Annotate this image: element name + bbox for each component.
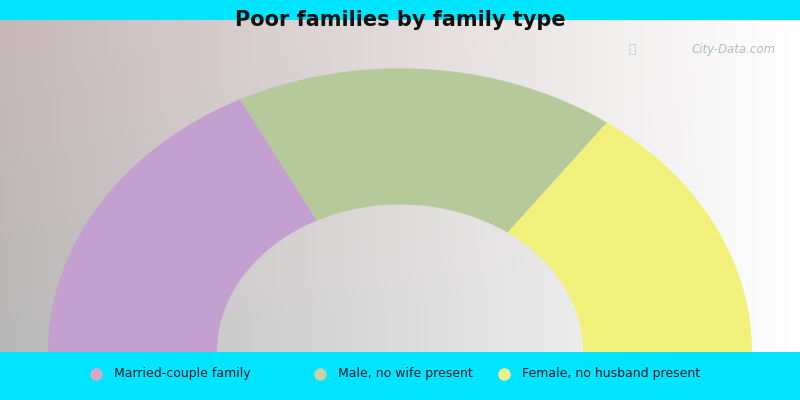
Polygon shape bbox=[507, 122, 752, 352]
Polygon shape bbox=[48, 99, 317, 352]
Text: Female, no husband present: Female, no husband present bbox=[522, 368, 700, 380]
Text: Married-couple family: Married-couple family bbox=[114, 368, 250, 380]
Text: Poor families by family type: Poor families by family type bbox=[234, 10, 566, 30]
Text: Male, no wife present: Male, no wife present bbox=[338, 368, 472, 380]
Polygon shape bbox=[240, 68, 607, 233]
Text: City-Data.com: City-Data.com bbox=[692, 43, 776, 56]
Text: ⓘ: ⓘ bbox=[628, 43, 635, 56]
